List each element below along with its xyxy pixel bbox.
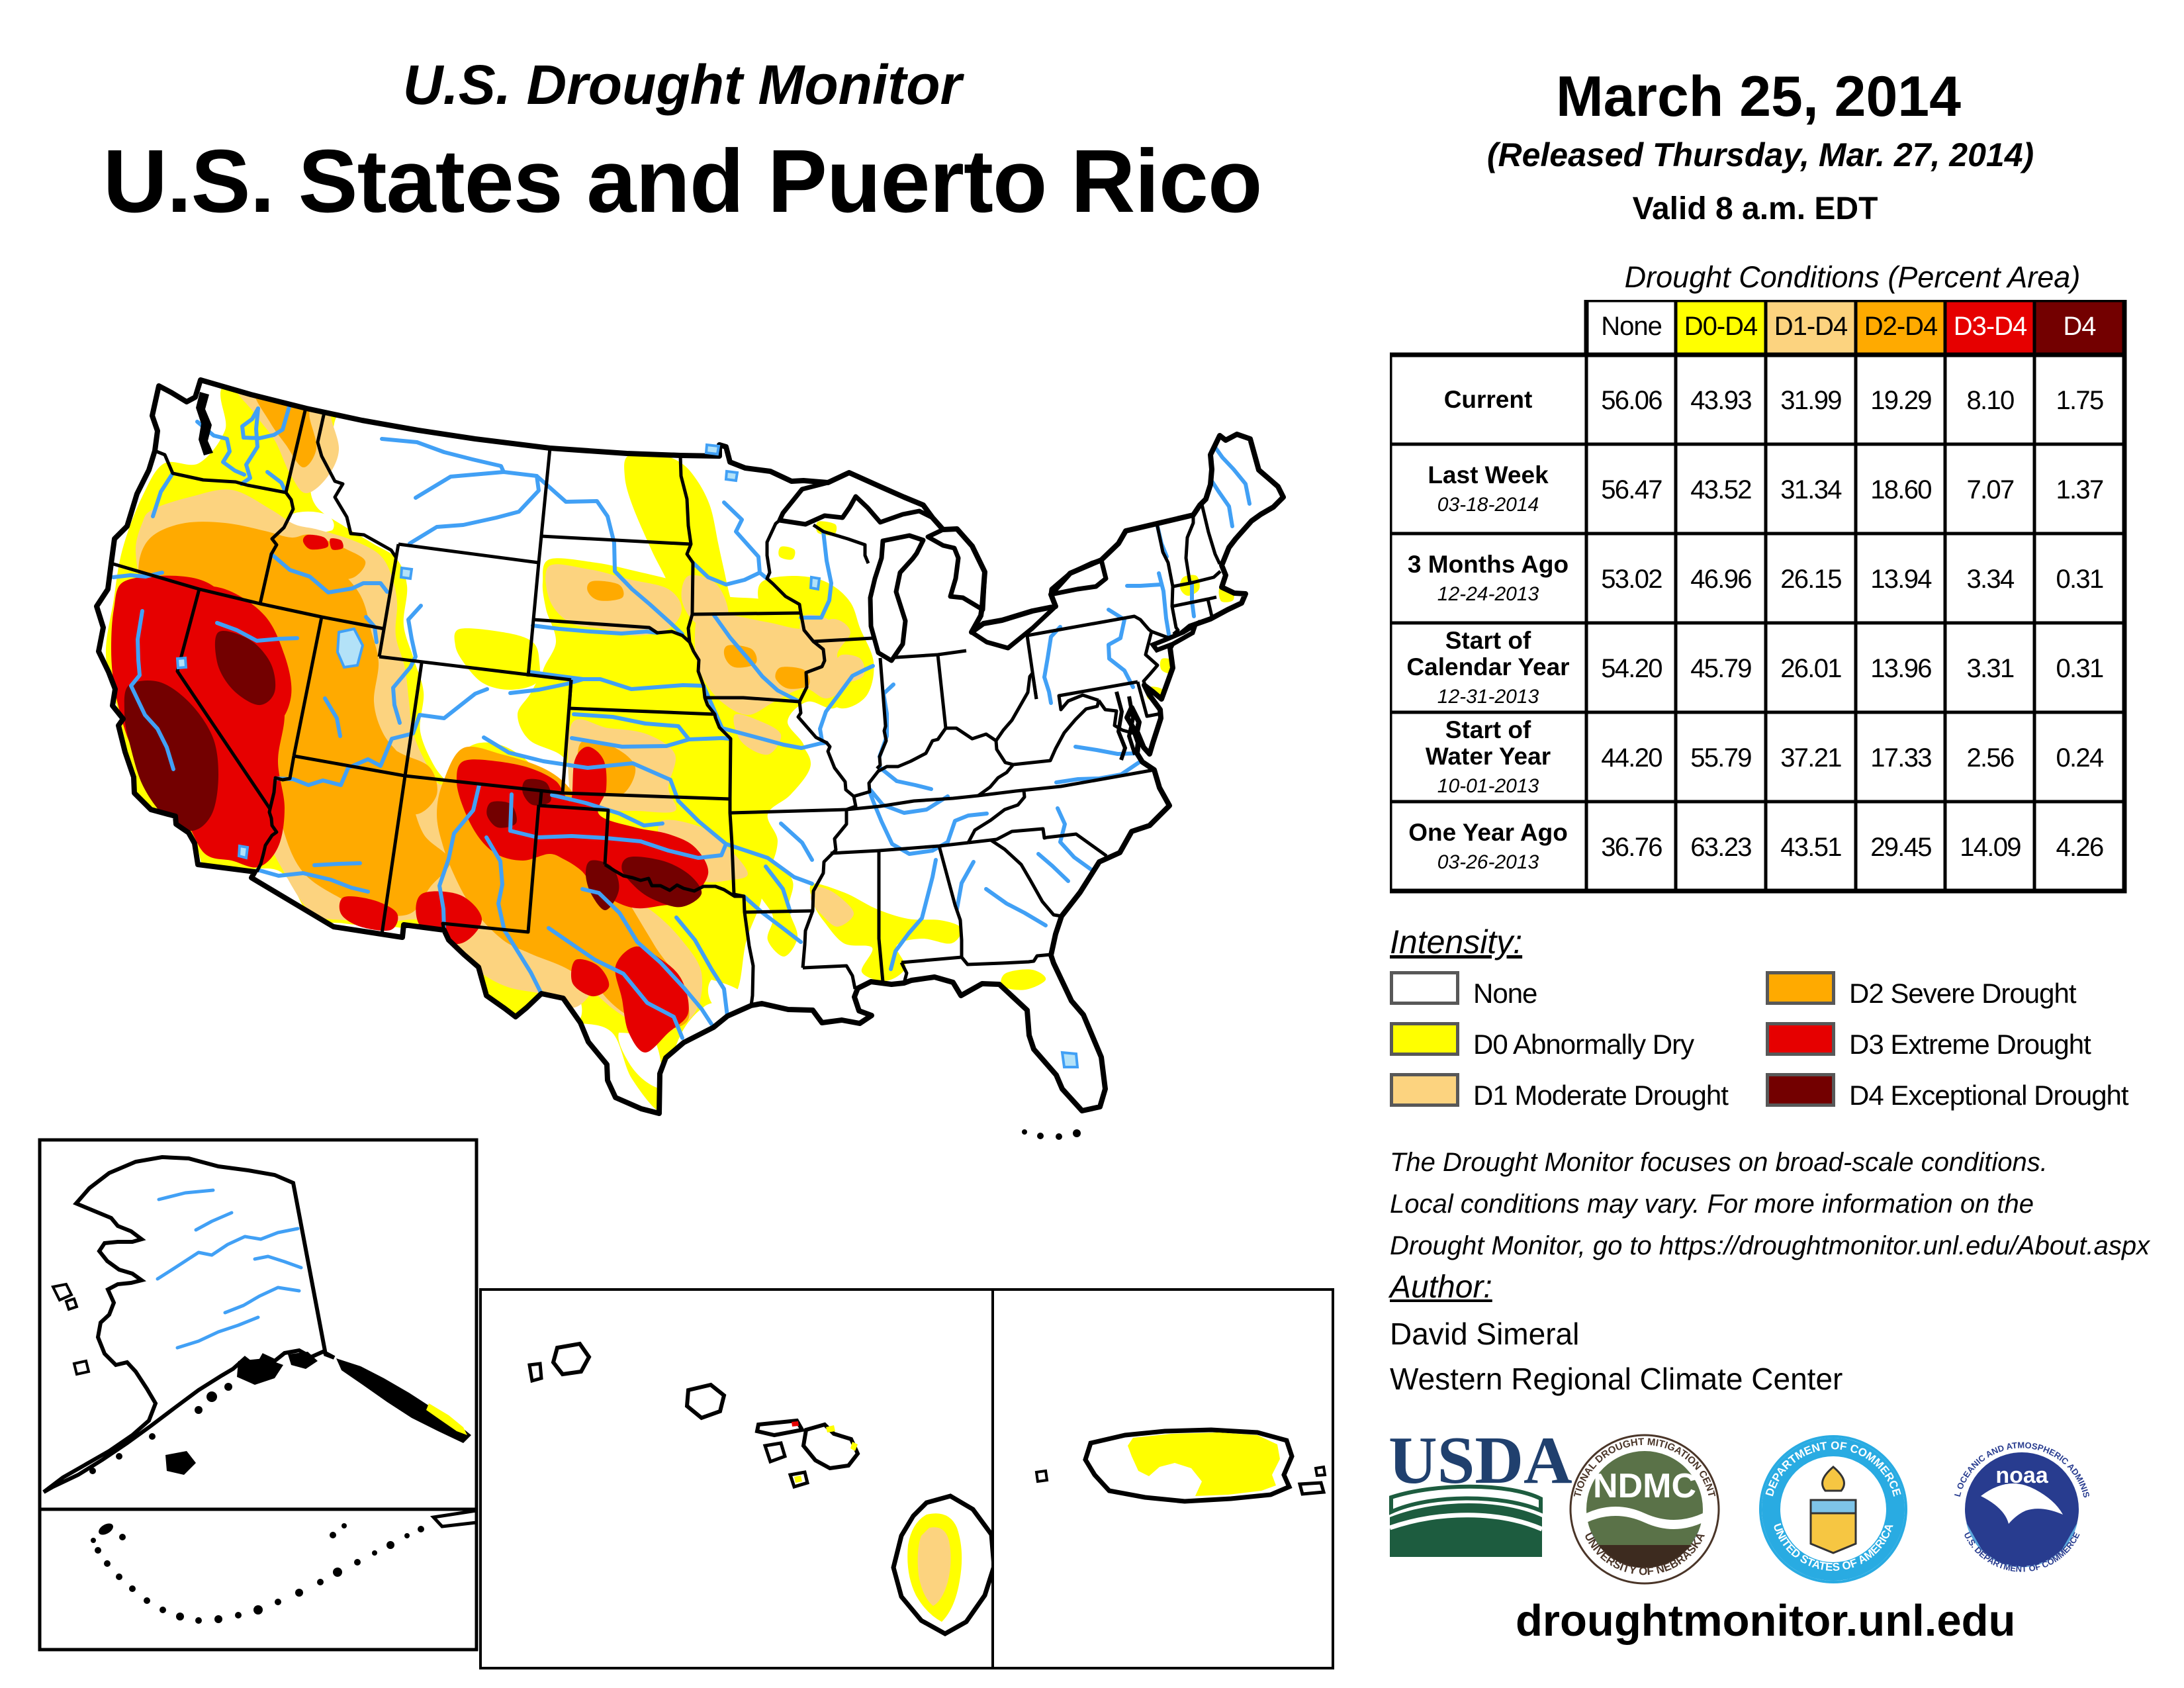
svg-text:noaa: noaa [1995,1463,2048,1488]
svg-text:NDMC: NDMC [1593,1467,1696,1505]
